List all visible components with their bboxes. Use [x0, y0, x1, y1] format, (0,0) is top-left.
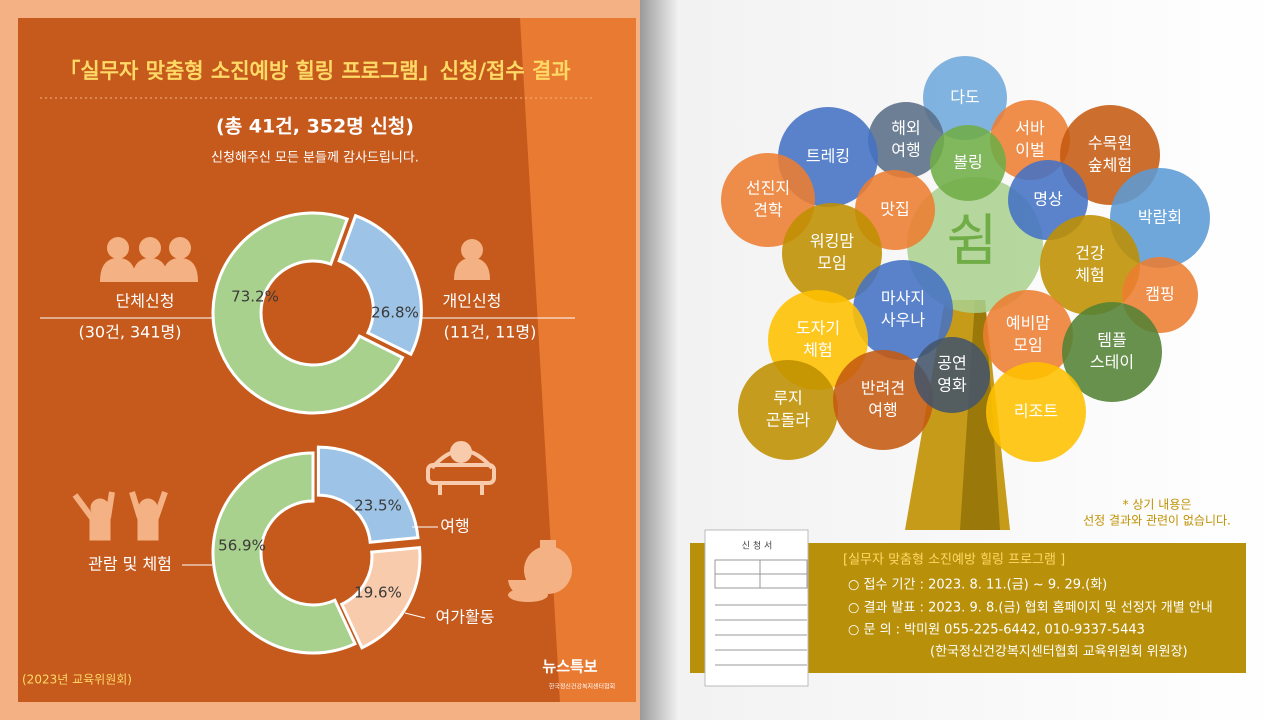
center-label: 쉼 — [946, 209, 998, 274]
bubble — [868, 102, 944, 178]
category-note: (11건, 11명) — [444, 323, 537, 342]
info-item: ○ 문 의 : 박미원 055-225-6442, 010-9337-5443 — [848, 623, 1145, 638]
bubble — [983, 290, 1073, 380]
category-note: (30건, 341명) — [79, 323, 182, 342]
bubble-label: 수목원 — [1088, 134, 1132, 153]
category-label: 여행 — [440, 517, 469, 536]
bubble — [1040, 215, 1140, 315]
bubble-label: 모임 — [817, 254, 846, 273]
bubble-label: 공연 — [937, 354, 966, 373]
bubble-label: 체험 — [803, 341, 832, 360]
bubble-label: 볼링 — [953, 153, 982, 172]
bubble — [914, 337, 990, 413]
bubble-label: 건강 — [1075, 244, 1105, 263]
bubble-label: 도자기 — [796, 319, 840, 338]
info-item: ○ 접수 기간 : 2023. 8. 11.(금) ~ 9. 29.(화) — [848, 578, 1107, 593]
bubble-label: 곤돌라 — [766, 411, 810, 430]
form-paper — [704, 529, 809, 687]
bubble-label: 리조트 — [1014, 402, 1058, 421]
disclaimer: * 상기 내용은 — [1123, 498, 1192, 512]
bubble — [1062, 302, 1162, 402]
bubble — [853, 260, 953, 360]
category-label: 개인신청 — [443, 292, 502, 311]
bubble-label: 반려견 — [861, 379, 905, 398]
donut-slice — [339, 545, 422, 650]
bubble-label: 마사지 — [881, 289, 925, 308]
logo: 뉴스특보 — [542, 658, 597, 676]
bubble — [833, 350, 933, 450]
group-icon — [100, 237, 198, 282]
donut-slice — [337, 213, 423, 357]
value-label: 26.8% — [371, 304, 419, 322]
info-title: [실무자 맞춤형 소진예방 힐링 프로그램 ] — [843, 553, 1065, 568]
bubble-label: 견학 — [753, 201, 783, 220]
bubble-label: 서바 — [1015, 119, 1045, 138]
bubble-label: 워킹맘 — [810, 232, 854, 251]
donut-slice — [211, 451, 358, 655]
bubble-label: 이벌 — [1015, 141, 1044, 160]
bubble — [930, 125, 1006, 201]
cheer-icon — [72, 491, 168, 541]
info-item: (한국정신건강복지센터협회 교육위원회 위원장) — [930, 645, 1188, 660]
info-item: ○ 결과 발표 : 2023. 9. 8.(금) 협회 홈페이지 및 선정자 개… — [848, 601, 1213, 616]
title: 「실무자 맞춤형 소진예방 힐링 프로그램」신청/접수 결과 — [59, 59, 570, 83]
bubble-label: 트레킹 — [806, 147, 850, 166]
bubble-label: 템플 — [1097, 331, 1126, 350]
category-label: 단체신청 — [116, 292, 175, 311]
bubble-label: 맛집 — [880, 200, 909, 219]
bubble-label: 사우나 — [881, 311, 925, 330]
bubble-label: 모임 — [1013, 336, 1042, 355]
bubble-label: 다도 — [950, 88, 979, 107]
bubble-label: 숲체험 — [1088, 156, 1132, 175]
form-title: 신 청 서 — [742, 541, 773, 552]
leader-line — [404, 612, 426, 619]
bubble-label: 박람회 — [1138, 208, 1182, 227]
total: (총 41건, 352명 신청) — [216, 116, 414, 138]
bubble-label: 캠핑 — [1145, 285, 1174, 304]
person-icon — [454, 239, 490, 280]
tea-icon — [508, 540, 572, 602]
bubble — [738, 360, 838, 460]
disclaimer: 선정 결과와 관련이 없습니다. — [1083, 514, 1231, 528]
bubble-label: 선진지 — [746, 179, 790, 198]
source: (2023년 교육위원회) — [22, 673, 132, 687]
bubble — [923, 56, 1007, 140]
bubble — [721, 153, 815, 247]
donut-slice — [211, 211, 405, 415]
value-label: 56.9% — [218, 537, 266, 555]
category-label: 여가활동 — [436, 608, 495, 627]
bubble-label: 명상 — [1033, 190, 1063, 209]
value-label: 19.6% — [354, 584, 402, 602]
bubble-label: 여행 — [891, 141, 920, 160]
category-label: 관람 및 체험 — [88, 555, 172, 574]
bubble-label: 여행 — [868, 401, 897, 420]
bubble-label: 영화 — [937, 376, 967, 395]
bubble-label: 루지 — [773, 389, 802, 408]
travel-icon — [426, 441, 496, 495]
logo-org: 한국정신건강복지센터협회 — [549, 683, 615, 691]
trunk-shade — [960, 300, 1000, 530]
donut-slice — [316, 445, 420, 544]
bubble-label: 해외 — [891, 119, 920, 138]
bubble-label: 스테이 — [1090, 353, 1134, 372]
bubble — [782, 203, 882, 303]
bubble — [1008, 160, 1088, 240]
stripe — [520, 18, 636, 702]
bubble — [1110, 168, 1210, 268]
bubble-label: 체험 — [1075, 266, 1104, 285]
bubble — [990, 100, 1070, 180]
thanks: 신청해주신 모든 분들께 감사드립니다. — [211, 151, 419, 166]
form-lines — [714, 559, 808, 666]
bubble-label: 예비맘 — [1006, 314, 1050, 333]
value-label: 73.2% — [231, 288, 279, 306]
value-label: 23.5% — [354, 497, 402, 515]
bubble — [986, 362, 1086, 462]
